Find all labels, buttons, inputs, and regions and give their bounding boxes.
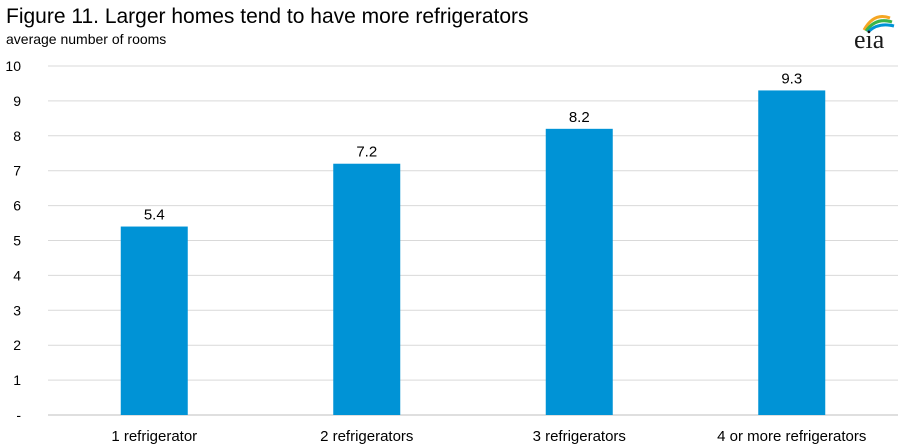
bar — [758, 90, 826, 416]
bars — [120, 90, 826, 416]
y-axis-ticks: - 1 2 3 4 5 6 7 8 9 10 — [5, 58, 21, 423]
category-label: 4 or more refrigerators — [717, 428, 866, 445]
gridlines — [48, 65, 898, 416]
bar — [545, 128, 613, 415]
eia-logo: eia — [852, 12, 898, 54]
category-label: 2 refrigerators — [320, 428, 413, 445]
data-labels: 5.4 7.2 8.2 9.3 — [144, 70, 802, 223]
y-tick-label: 1 — [13, 372, 21, 388]
data-label: 5.4 — [144, 207, 165, 224]
y-tick-label: 9 — [13, 93, 21, 109]
y-tick-label: 4 — [13, 267, 21, 283]
y-tick-label: 5 — [13, 233, 21, 249]
category-label: 1 refrigerator — [111, 428, 197, 445]
y-tick-label: 6 — [13, 198, 21, 214]
bar — [333, 163, 401, 415]
y-tick-label: 3 — [13, 302, 21, 318]
data-label: 8.2 — [569, 109, 590, 126]
logo-swoosh-icon — [862, 15, 895, 32]
bar — [120, 226, 188, 415]
data-label: 7.2 — [356, 144, 377, 161]
y-tick-label: 8 — [13, 128, 21, 144]
y-tick-label: - — [16, 407, 21, 423]
data-label: 9.3 — [781, 70, 802, 87]
y-tick-label: 10 — [5, 58, 21, 74]
y-tick-label: 7 — [13, 163, 21, 179]
chart-title: Figure 11. Larger homes tend to have mor… — [6, 5, 529, 28]
y-tick-label: 2 — [13, 337, 21, 353]
logo-text: eia — [854, 25, 885, 54]
chart-subtitle: average number of rooms — [6, 31, 167, 47]
x-axis-categories: 1 refrigerator 2 refrigerators 3 refrigera… — [111, 428, 866, 445]
category-label: 3 refrigerators — [533, 428, 626, 445]
